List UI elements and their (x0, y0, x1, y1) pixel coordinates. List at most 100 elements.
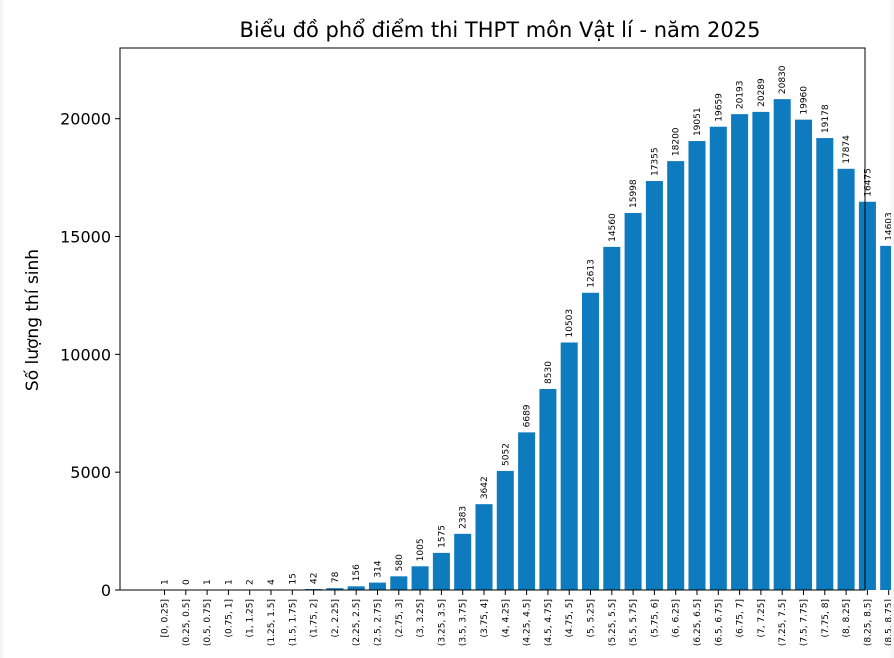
bar-value-label: 19960 (800, 86, 810, 115)
x-tick-label: (5.25, 5.5] (608, 599, 618, 646)
bar-value-label: 4 (267, 579, 277, 585)
bar (794, 119, 813, 591)
x-tick-label: (4, 4.25] (501, 599, 511, 638)
bar-value-label: 20289 (757, 78, 767, 107)
bar-value-label: 19659 (714, 93, 724, 122)
bar-value-label: 19178 (821, 104, 831, 133)
bar (816, 138, 834, 590)
x-tick-label: (3.25, 3.5] (437, 599, 447, 646)
bar-value-label: 8530 (544, 361, 554, 384)
x-tick-label: (8.5, 8.75] (885, 599, 891, 646)
bar-value-label: 14560 (608, 213, 618, 242)
bar-value-label: 1575 (437, 525, 447, 548)
x-tick-label: [0, 0.25] (161, 599, 171, 638)
bar (858, 201, 876, 590)
bar-value-label: 78 (331, 571, 341, 583)
x-tick-label: (6.75, 7] (736, 599, 746, 638)
bar (581, 292, 600, 590)
bar-value-label: 0 (182, 579, 192, 585)
bar-value-label: 1005 (416, 538, 426, 561)
bar-value-label: 156 (352, 564, 362, 581)
bar-value-label: 15998 (629, 179, 639, 208)
bar (731, 114, 749, 590)
bar (368, 582, 387, 590)
x-tick-label: (0.5, 0.75] (203, 599, 213, 646)
bar-value-label: 20193 (736, 81, 746, 110)
y-tick-label: 5000 (70, 463, 111, 482)
bar-value-label: 17355 (650, 147, 660, 176)
bar-value-label: 3642 (480, 476, 490, 499)
y-tick-label: 10000 (60, 345, 111, 364)
bar (837, 168, 855, 591)
bar (411, 566, 429, 590)
bar-value-label: 14603 (885, 212, 891, 241)
bar-value-label: 12613 (587, 259, 597, 288)
bar-value-label: 1 (203, 579, 213, 585)
y-tick-label: 20000 (60, 110, 111, 129)
bar-value-label: 18200 (672, 127, 682, 156)
bar (390, 576, 408, 590)
y-axis-label: Số lượng thí sinh (22, 249, 43, 391)
bar (624, 213, 642, 590)
x-tick-label: (4.25, 4.5] (523, 599, 533, 646)
x-tick-label: (2, 2.25] (331, 599, 341, 638)
x-tick-label: (6.5, 6.75] (714, 599, 724, 646)
bar (518, 432, 536, 590)
x-tick-label: (3, 3.25] (416, 599, 426, 638)
x-tick-label: (7.5, 7.75] (800, 599, 810, 646)
y-axis-ticks: 0 5000 10000 15000 20000 (60, 110, 120, 600)
x-tick-label: (8.25, 8.5] (863, 599, 873, 646)
bar-value-label: 5052 (501, 443, 511, 466)
x-tick-label: (3.75, 4] (480, 599, 490, 638)
bar-value-label: 1 (224, 579, 234, 585)
bars-group (155, 99, 891, 591)
bar (560, 342, 578, 590)
x-tick-label: (1, 1.25] (246, 599, 256, 638)
value-labels-group: 1 0 1 1 2 4 15 42 78 156 314 580 1005 1575 2383 3642 505… (161, 65, 892, 585)
y-tick-label: 15000 (60, 228, 111, 247)
bar-value-label: 16475 (863, 168, 873, 197)
bar (709, 126, 727, 591)
x-tick-label: (7.75, 8] (821, 599, 831, 638)
x-tick-label: (7, 7.25] (757, 599, 767, 638)
bar (539, 388, 557, 590)
bar (880, 245, 891, 590)
x-tick-label: (1.25, 1.5] (267, 599, 277, 646)
x-tick-label: (0.75, 1] (224, 599, 234, 638)
bar (688, 141, 706, 591)
x-tick-label: (4.5, 4.75] (544, 599, 554, 646)
bar (603, 246, 621, 590)
bar (454, 533, 472, 590)
x-tick-label: (2.25, 2.5] (352, 599, 362, 646)
x-tick-label: (3.5, 3.75] (459, 599, 469, 646)
bar-value-label: 6689 (523, 404, 533, 427)
bar (432, 552, 450, 590)
bar (326, 588, 344, 590)
bar (752, 111, 770, 590)
bar-value-label: 42 (310, 573, 320, 584)
bar-value-label: 1 (161, 579, 171, 585)
y-tick-label: 0 (101, 581, 111, 600)
bar-value-label: 19051 (693, 107, 703, 136)
bar (645, 181, 663, 591)
x-tick-label: (5.75, 6] (650, 599, 660, 638)
x-axis-ticks: [0, 0.25] (0.25, 0.5] (0.5, 0.75] (0.75, 1]… (161, 590, 891, 646)
bar (667, 161, 685, 590)
x-tick-label: (6, 6.25] (672, 599, 682, 638)
bar (496, 470, 514, 590)
bar (347, 586, 365, 590)
chart-frame: Biểu đồ phổ điểm thi THPT môn Vật lí - n… (3, 0, 891, 658)
bar-value-label: 2 (246, 579, 256, 585)
bar-value-label: 2383 (459, 506, 469, 529)
x-tick-label: (2.5, 2.75] (374, 599, 384, 646)
bar-value-label: 17874 (842, 135, 852, 164)
x-tick-label: (4.75, 5] (565, 599, 575, 638)
plot-border (119, 47, 866, 591)
x-tick-label: (1.75, 2] (310, 599, 320, 638)
x-tick-label: (1.5, 1.75] (288, 599, 298, 646)
x-tick-label: (6.25, 6.5] (693, 599, 703, 646)
x-tick-label: (2.75, 3] (395, 599, 405, 638)
bar-value-label: 314 (374, 560, 384, 577)
bar-value-label: 15 (288, 573, 298, 584)
x-tick-label: (5, 5.25] (587, 599, 597, 638)
